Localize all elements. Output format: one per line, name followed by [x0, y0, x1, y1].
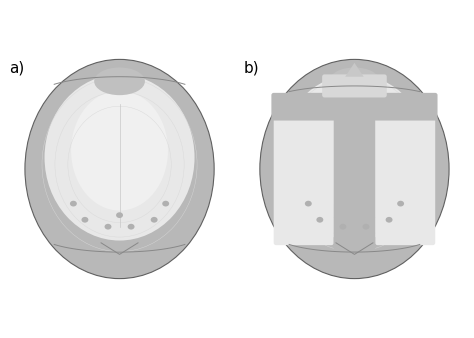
Polygon shape — [345, 63, 364, 77]
Ellipse shape — [339, 224, 346, 230]
Ellipse shape — [94, 68, 145, 95]
Ellipse shape — [316, 217, 323, 223]
Text: b): b) — [244, 61, 259, 76]
Ellipse shape — [329, 68, 380, 95]
FancyBboxPatch shape — [334, 81, 375, 252]
Ellipse shape — [280, 74, 429, 241]
Text: a): a) — [9, 61, 24, 76]
Ellipse shape — [397, 201, 404, 207]
FancyBboxPatch shape — [273, 118, 334, 245]
Ellipse shape — [45, 74, 194, 241]
Ellipse shape — [162, 201, 169, 207]
Ellipse shape — [71, 91, 168, 211]
Ellipse shape — [306, 91, 403, 211]
Ellipse shape — [116, 212, 123, 218]
Ellipse shape — [151, 217, 158, 223]
Ellipse shape — [105, 224, 111, 230]
FancyBboxPatch shape — [375, 118, 435, 245]
Ellipse shape — [70, 201, 77, 207]
Ellipse shape — [25, 59, 214, 279]
Ellipse shape — [363, 224, 369, 230]
FancyBboxPatch shape — [272, 93, 438, 121]
Ellipse shape — [128, 224, 135, 230]
FancyBboxPatch shape — [322, 74, 387, 97]
Ellipse shape — [305, 201, 312, 207]
Ellipse shape — [82, 217, 88, 223]
Ellipse shape — [260, 59, 449, 279]
Ellipse shape — [386, 217, 392, 223]
